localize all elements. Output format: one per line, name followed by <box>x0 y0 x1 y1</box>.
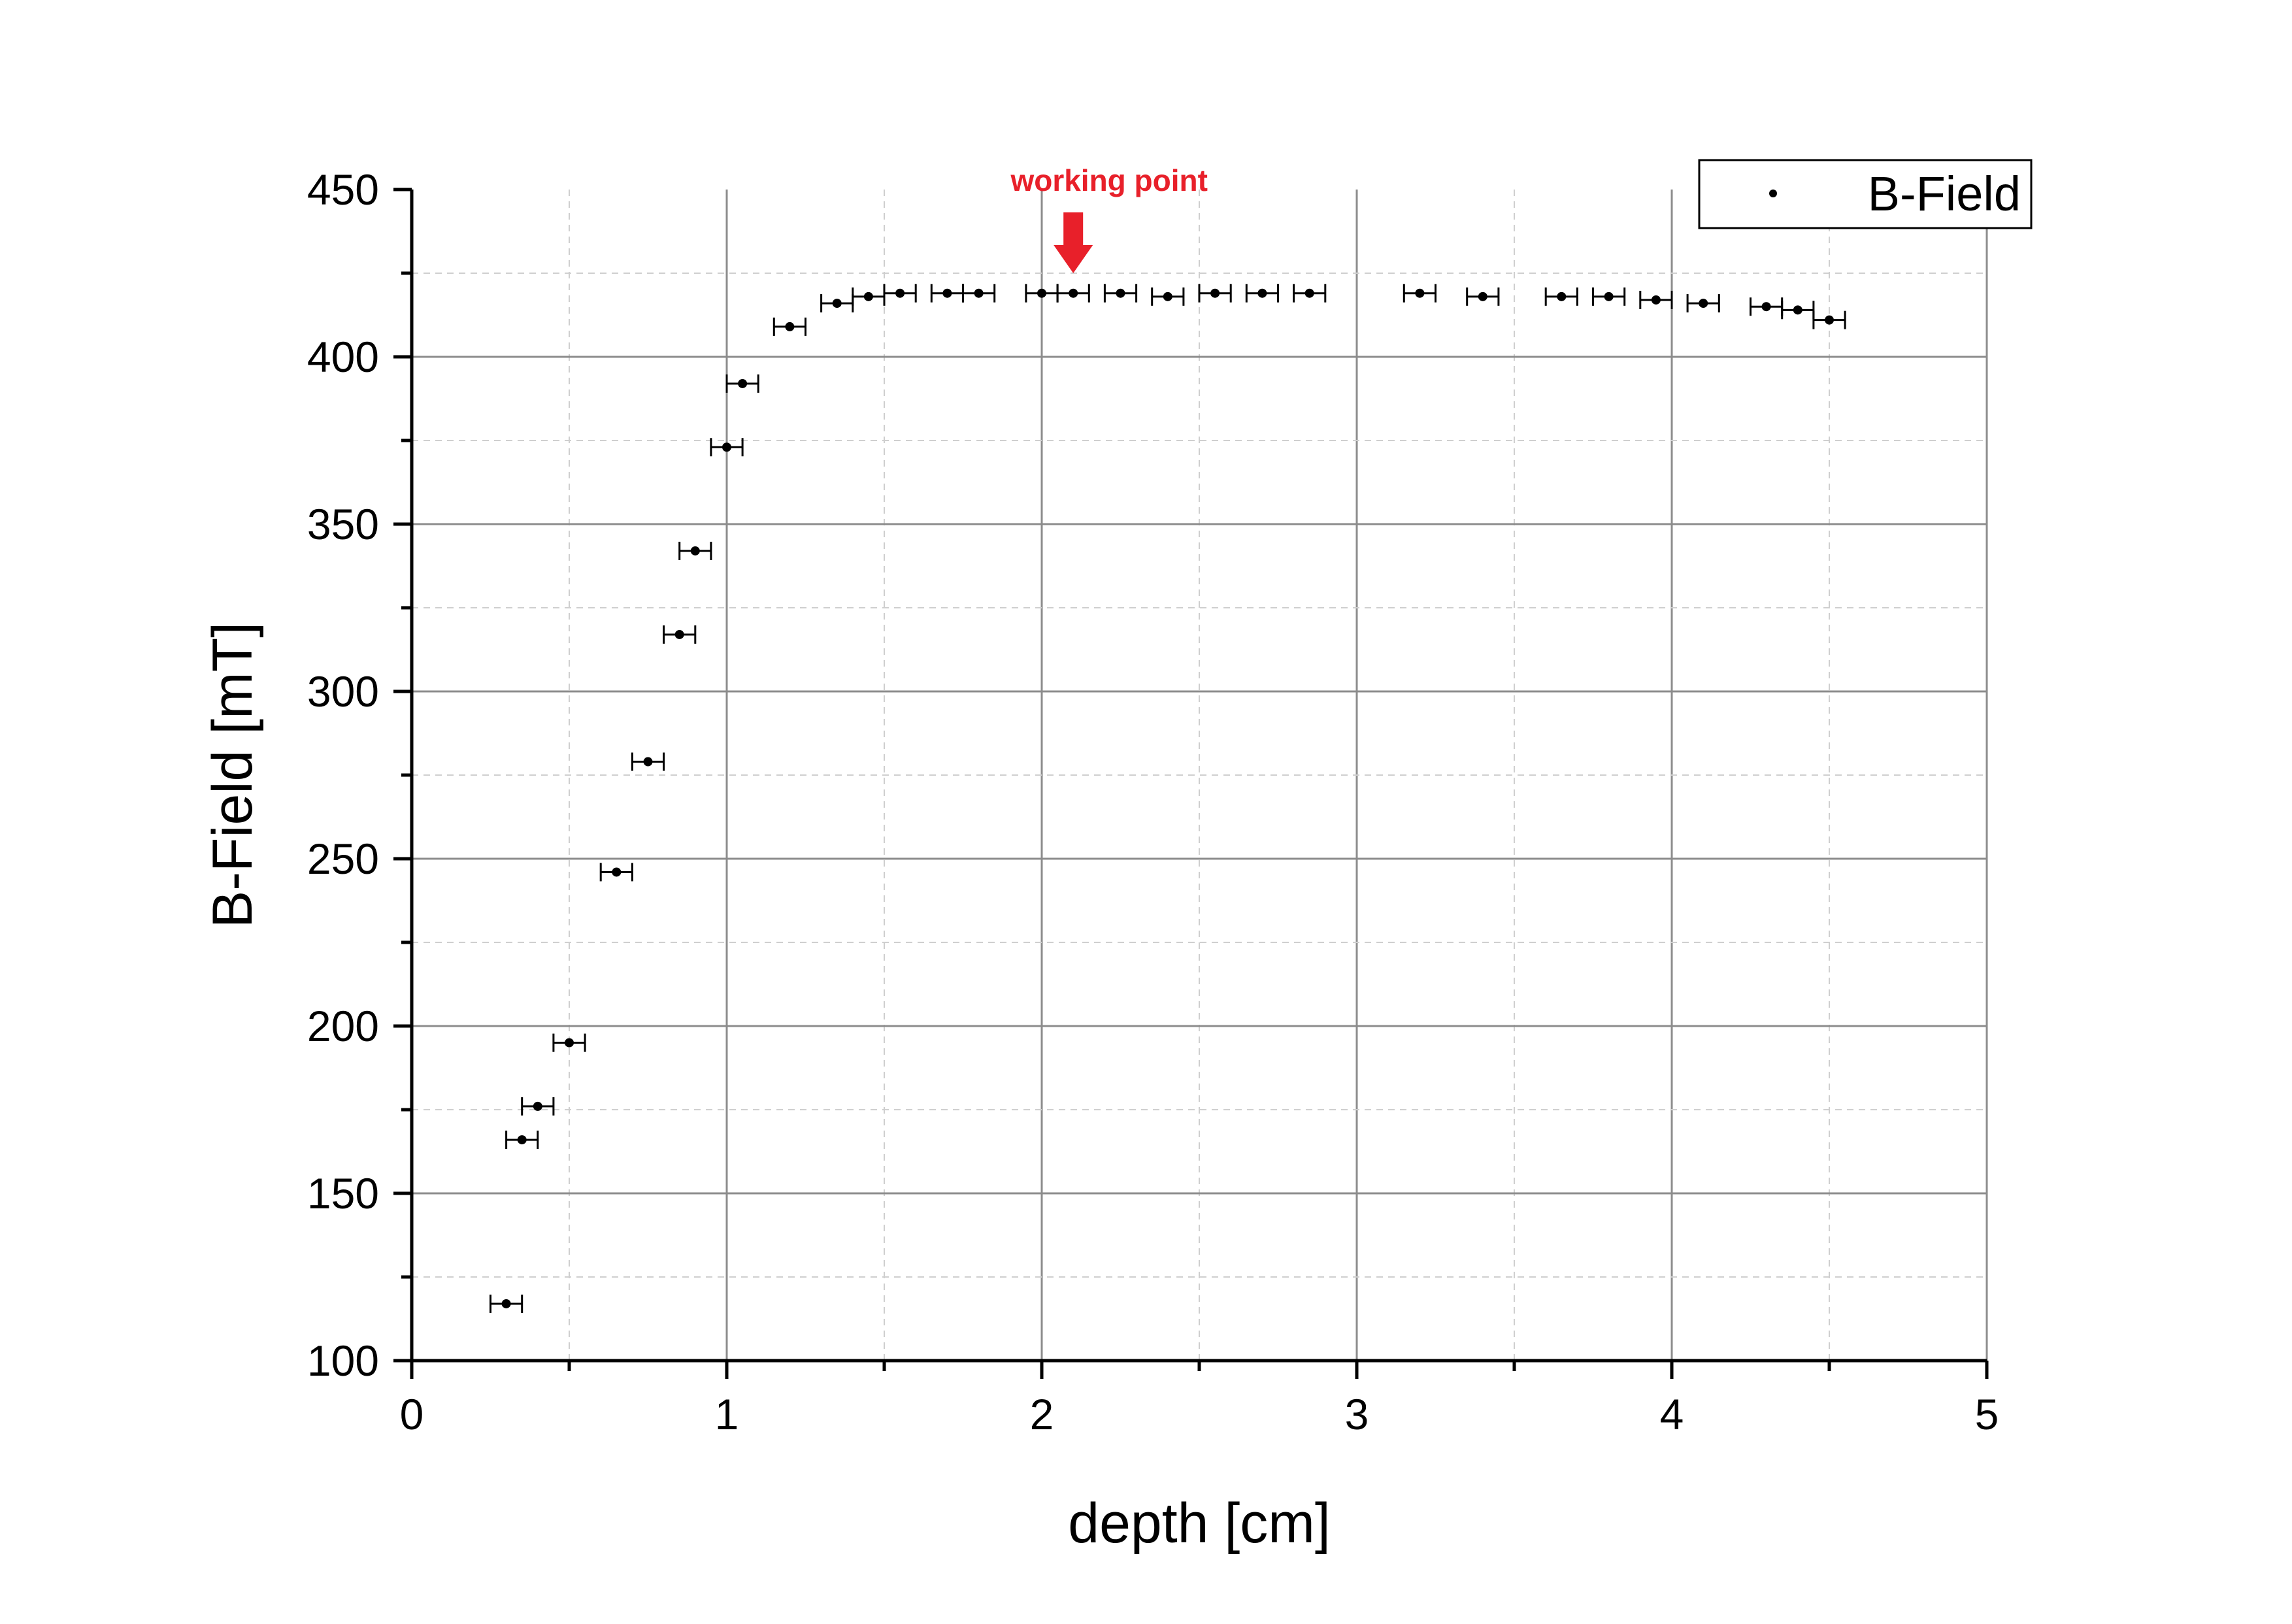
arrow-down-icon <box>1054 212 1093 273</box>
point-marker <box>974 288 984 298</box>
data-point <box>962 284 996 303</box>
x-tick-label: 2 <box>1030 1390 1054 1438</box>
data-point <box>930 284 964 303</box>
point-marker <box>517 1135 527 1145</box>
data-point <box>1056 284 1090 303</box>
data-point <box>883 284 917 303</box>
point-marker <box>1257 288 1267 298</box>
data-point <box>772 317 806 336</box>
point-marker <box>832 299 842 308</box>
x-tick-label: 5 <box>1975 1390 1999 1438</box>
y-tick-label: 150 <box>307 1169 379 1218</box>
point-marker <box>895 288 905 298</box>
data-points <box>490 284 1846 1313</box>
point-marker <box>565 1038 574 1048</box>
point-marker <box>738 378 748 388</box>
y-tick-label: 450 <box>307 165 379 214</box>
data-point <box>1592 287 1626 306</box>
data-point <box>678 541 712 560</box>
data-point <box>725 374 759 393</box>
y-tick-label: 200 <box>307 1002 379 1050</box>
point-marker <box>722 442 731 452</box>
point-marker <box>612 867 622 877</box>
x-tick-label: 3 <box>1345 1390 1369 1438</box>
data-point <box>631 752 665 771</box>
data-point <box>710 438 744 457</box>
ticks: 0 1 2 3 4 5 100 150 200 250 300 350 400 450 <box>307 165 1999 1438</box>
legend-box <box>1698 159 2033 229</box>
data-point <box>1151 287 1185 306</box>
y-tick-label: 100 <box>307 1336 379 1385</box>
data-point <box>1245 284 1279 303</box>
point-marker <box>1825 315 1834 325</box>
point-marker <box>1163 291 1172 301</box>
point-marker <box>863 291 873 301</box>
data-point <box>1293 284 1327 303</box>
data-point <box>820 294 854 313</box>
y-axis-label: B-Field [mT] <box>201 622 264 928</box>
point-marker <box>1478 291 1487 301</box>
point-marker <box>533 1101 542 1111</box>
point-marker <box>1699 299 1708 308</box>
data-point <box>1103 284 1138 303</box>
data-point <box>1750 297 1784 316</box>
point-marker <box>501 1299 511 1308</box>
point-marker <box>1651 295 1661 305</box>
point-marker <box>942 288 952 298</box>
data-point <box>1686 294 1720 313</box>
data-point <box>1198 284 1232 303</box>
point-marker <box>1210 288 1220 298</box>
legend-label-b-field: B-Field <box>1868 167 2021 221</box>
data-point <box>599 863 633 882</box>
legend: B-Field <box>1698 159 2033 229</box>
point-marker <box>1761 302 1771 312</box>
y-tick-label: 400 <box>307 333 379 381</box>
data-point <box>1812 310 1846 329</box>
point-marker <box>674 629 684 639</box>
data-point <box>1639 290 1673 309</box>
y-tick-label: 300 <box>307 667 379 716</box>
x-tick-label: 1 <box>715 1390 739 1438</box>
y-tick-label: 250 <box>307 835 379 883</box>
grid <box>412 190 1988 1361</box>
point-marker <box>1415 288 1425 298</box>
point-marker <box>1793 305 1802 315</box>
data-point <box>490 1294 523 1313</box>
x-tick-label: 4 <box>1660 1390 1684 1438</box>
point-marker <box>1557 291 1567 301</box>
point-marker <box>1116 288 1125 298</box>
data-point <box>663 625 697 644</box>
point-marker <box>785 322 795 331</box>
point-marker <box>1304 288 1314 298</box>
data-point <box>1403 284 1437 303</box>
point-marker <box>643 757 653 767</box>
y-tick-label: 350 <box>307 500 379 548</box>
annotation-working-point: working point <box>1010 163 1208 197</box>
annotation: working point <box>1010 163 1208 273</box>
data-point <box>1544 287 1578 306</box>
data-point <box>1466 287 1500 306</box>
data-point <box>552 1033 586 1052</box>
point-marker <box>1069 288 1078 298</box>
legend-marker <box>1769 190 1777 197</box>
point-marker <box>1604 291 1614 301</box>
x-tick-label: 0 <box>400 1390 424 1438</box>
data-point <box>852 287 886 306</box>
data-point <box>521 1097 555 1116</box>
point-marker <box>690 546 700 555</box>
point-marker <box>1037 288 1046 298</box>
data-point <box>1781 301 1815 320</box>
x-axis-label: depth [cm] <box>1068 1492 1331 1555</box>
data-point <box>505 1131 539 1150</box>
